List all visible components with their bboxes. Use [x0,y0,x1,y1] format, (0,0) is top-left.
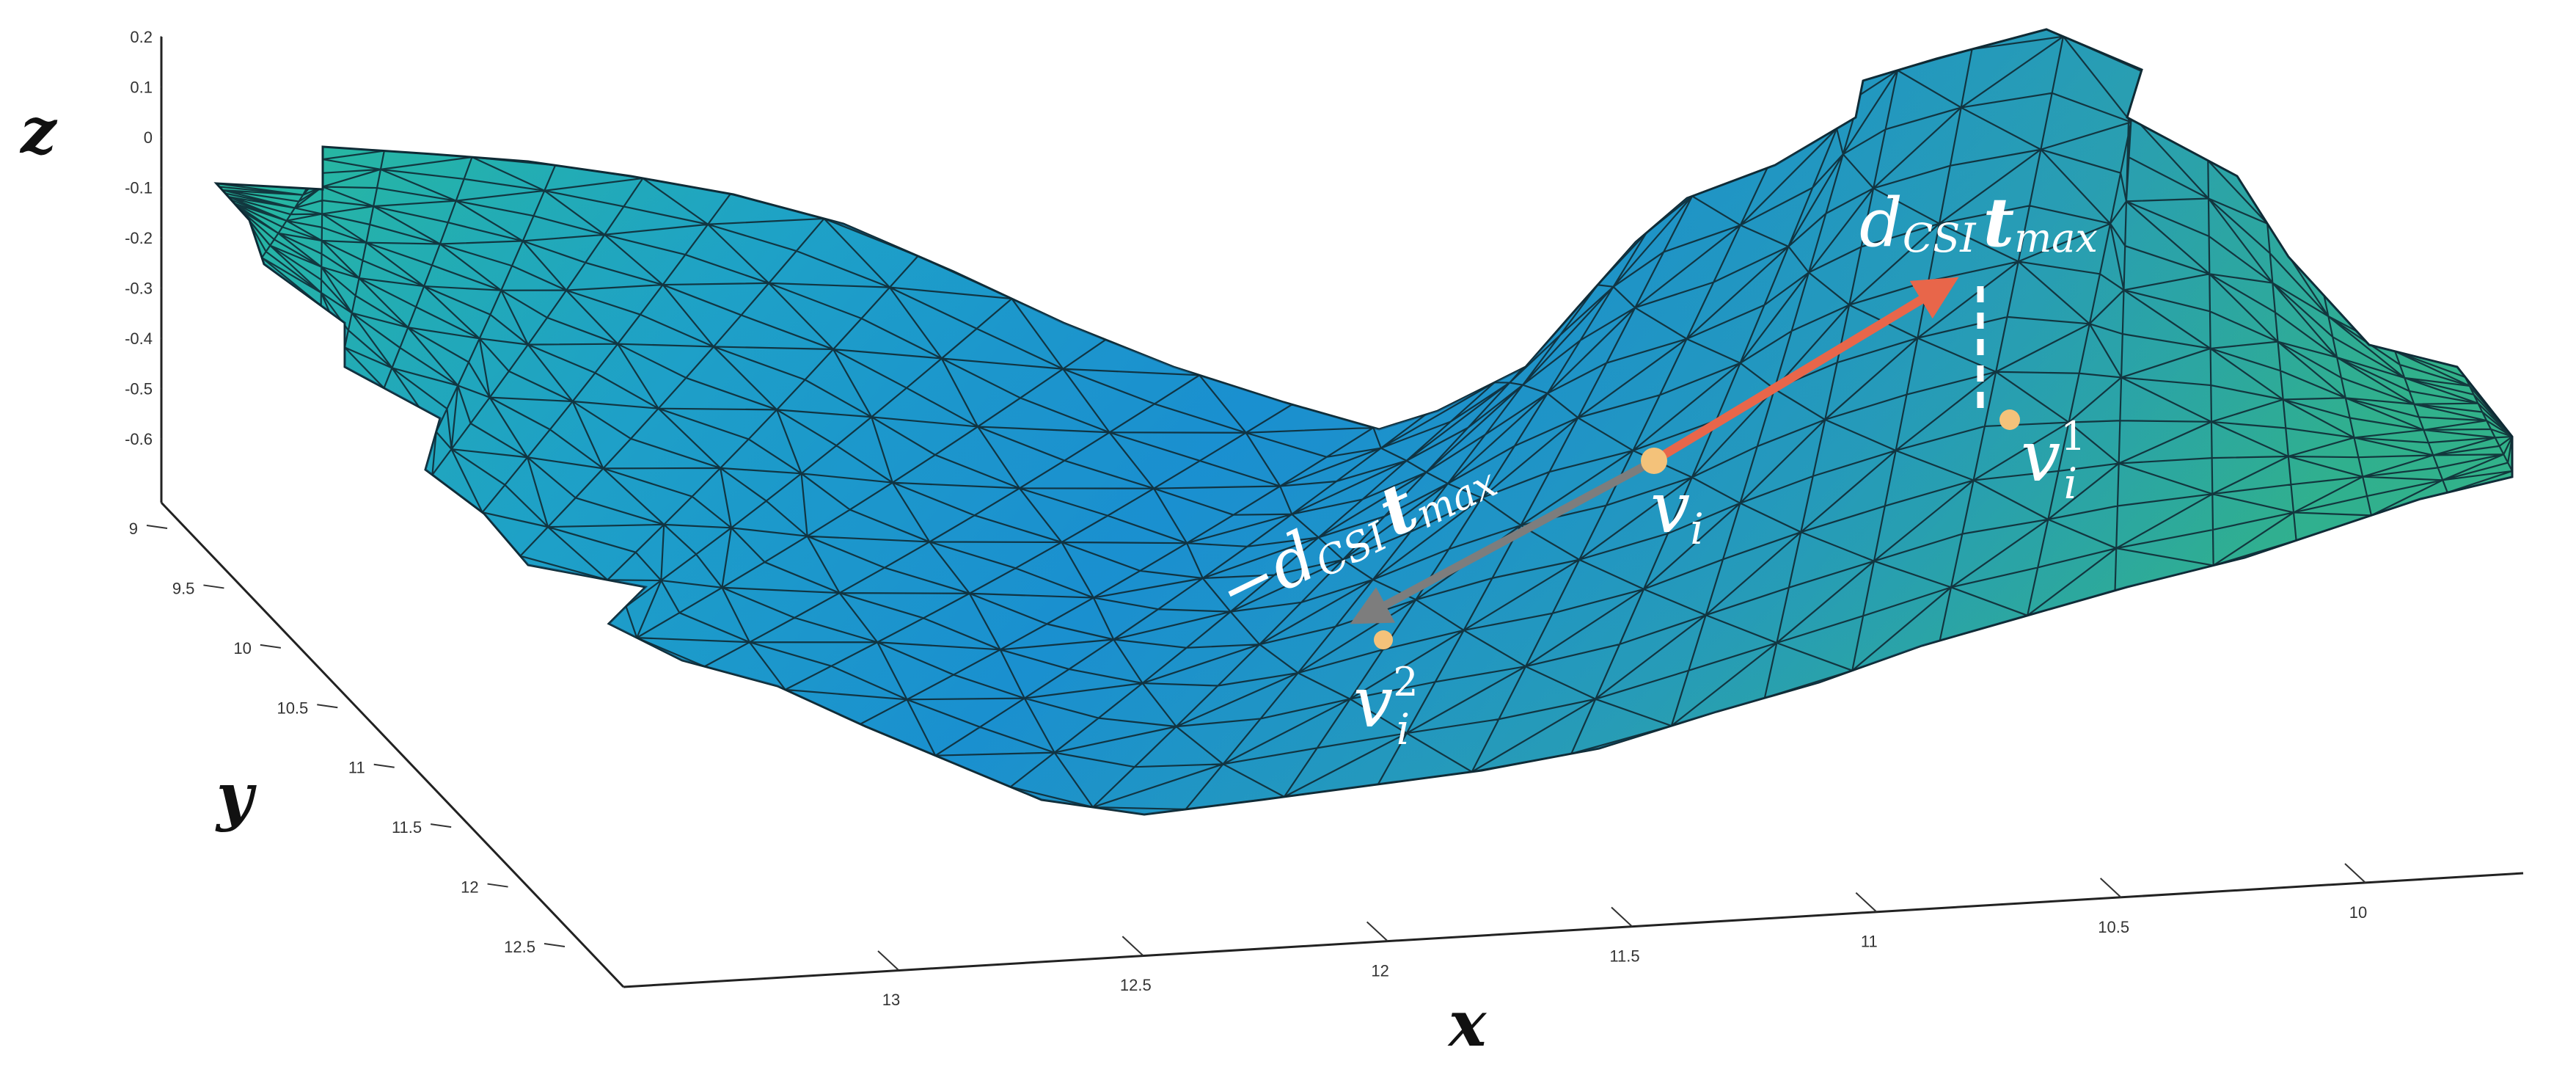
y-tick-label: 9 [129,520,138,538]
x-axis-ticks: 13 12.5 12 11.5 11 10.5 10 [877,863,2367,1009]
point-vi [1641,448,1667,474]
y-tick-label: 11.5 [392,818,422,837]
y-tick-mark [373,763,395,768]
y-tick-label: 12 [461,878,478,897]
x-tick-label: 11 [1861,933,1878,951]
y-tick-mark [317,704,338,709]
point-vi1 [1999,409,2020,430]
y-axis-ticks: 9 9.5 10 10.5 11 11.5 12 12.5 [129,520,566,956]
y-axis-line [160,501,625,988]
z-tick-label: 0.1 [130,79,153,97]
point-vi2 [1374,630,1393,649]
z-tick-label: -0.4 [125,329,153,348]
x-axis-line [623,872,2524,988]
x-tick-mark [1366,921,1388,942]
label-vi1: v1 i [2021,413,2086,509]
positive-direction-arrow [1651,277,1959,465]
label-vi: vi [1650,467,1704,554]
z-tick-label: -0.1 [125,179,153,197]
y-axis-label: y [215,759,257,834]
z-tick-label: -0.3 [125,280,153,298]
z-axis-label: z [19,94,58,168]
y-tick-mark [146,525,168,529]
z-tick-label: -0.5 [125,380,153,398]
z-tick-label: -0.6 [125,430,153,448]
y-tick-mark [431,823,452,828]
x-tick-label: 13 [882,991,900,1009]
y-tick-label: 11 [348,759,365,777]
axis-frame [160,37,2524,988]
x-axis-label: x [1447,987,1488,1061]
x-tick-mark [877,950,899,971]
x-tick-label: 10.5 [2098,918,2129,936]
x-tick-mark [2099,878,2122,898]
x-tick-mark [2344,863,2366,883]
z-tick-label: 0 [144,128,153,147]
y-tick-mark [203,584,224,589]
x-tick-mark [1855,892,1878,913]
z-tick-label: 0.2 [130,28,153,46]
z-axis-ticks: 0.2 0.1 0 -0.1 -0.2 -0.3 -0.4 -0.5 -0.6 [125,28,161,448]
y-tick-label: 12.5 [504,938,535,956]
y-tick-mark [544,943,566,947]
y-tick-label: 10.5 [277,699,308,717]
y-tick-label: 9.5 [172,579,195,597]
y-tick-mark [260,644,281,649]
x-tick-mark [1121,936,1144,956]
x-tick-mark [1611,906,1633,928]
x-tick-label: 12 [1371,961,1388,980]
negative-direction-arrow [1350,457,1656,624]
x-tick-label: 11.5 [1609,947,1639,966]
x-tick-label: 10 [2349,903,2367,922]
y-tick-label: 10 [233,639,251,657]
x-tick-label: 12.5 [1120,976,1152,994]
y-tick-mark [487,883,508,888]
label-plus-dcsi-tmax: dCSI tmax [1859,183,2098,262]
z-tick-label: -0.2 [125,229,153,247]
label-vi2: v2 i [1353,659,1419,754]
surface-mesh [213,28,2514,816]
